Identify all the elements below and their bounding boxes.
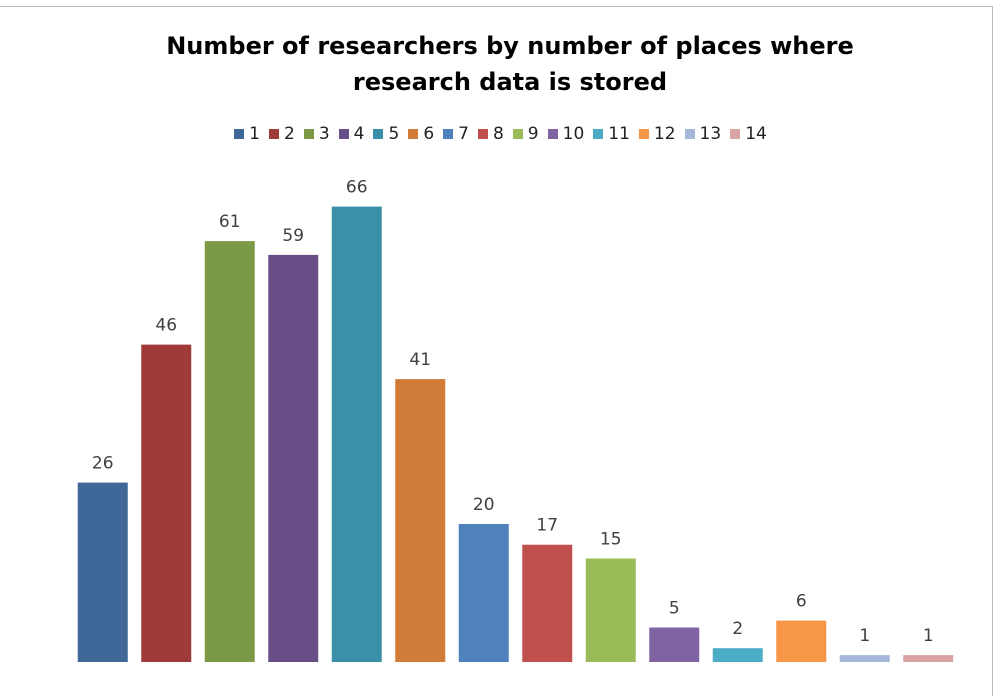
legend-entry: 2 bbox=[269, 124, 295, 144]
legend-swatch bbox=[547, 129, 558, 139]
data-label: 41 bbox=[409, 350, 431, 370]
bar bbox=[712, 648, 763, 662]
bar bbox=[458, 524, 509, 662]
bar bbox=[776, 620, 827, 662]
legend-swatch bbox=[234, 129, 245, 139]
data-label: 59 bbox=[282, 226, 304, 246]
legend-swatch bbox=[477, 129, 488, 139]
bar bbox=[649, 627, 700, 662]
legend-label: 14 bbox=[745, 124, 767, 144]
chart-frame bbox=[0, 6, 993, 696]
legend-label: 2 bbox=[284, 124, 295, 144]
legend-entry: 6 bbox=[408, 124, 434, 144]
legend-entry: 5 bbox=[373, 124, 399, 144]
data-label: 46 bbox=[155, 316, 177, 336]
legend-swatch bbox=[303, 129, 314, 139]
legend-swatch bbox=[684, 129, 695, 139]
legend-entry: 9 bbox=[512, 124, 539, 144]
legend-label: 4 bbox=[353, 124, 365, 144]
legend-label: 11 bbox=[608, 124, 630, 144]
legend-swatch bbox=[443, 129, 454, 139]
legend-swatch bbox=[730, 129, 741, 139]
legend-label: 13 bbox=[699, 124, 722, 144]
legend-label: 1 bbox=[249, 124, 260, 144]
legend-entry: 12 bbox=[638, 124, 676, 144]
legend-entry: 1 bbox=[234, 124, 260, 144]
bar bbox=[77, 482, 128, 662]
legend-label: 6 bbox=[423, 124, 435, 144]
legend-entry: 7 bbox=[443, 124, 469, 144]
legend-label: 5 bbox=[388, 124, 400, 144]
data-label: 17 bbox=[536, 516, 558, 536]
legend-label: 10 bbox=[562, 124, 585, 144]
legend-swatch bbox=[269, 129, 279, 139]
data-label: 1 bbox=[923, 626, 934, 646]
legend-swatch bbox=[408, 129, 419, 139]
legend-swatch bbox=[593, 129, 604, 139]
legend-label: 8 bbox=[492, 124, 504, 144]
data-label: 5 bbox=[669, 599, 680, 619]
bar bbox=[331, 206, 382, 662]
legend-label: 9 bbox=[527, 124, 539, 144]
legend-swatch bbox=[338, 129, 349, 139]
bar bbox=[204, 241, 255, 662]
data-label: 66 bbox=[346, 178, 368, 198]
legend-entry: 3 bbox=[303, 124, 330, 144]
legend-label: 12 bbox=[653, 124, 676, 144]
legend-label: 3 bbox=[318, 124, 330, 144]
bar bbox=[395, 379, 446, 662]
bar bbox=[141, 344, 192, 662]
legend-entry: 14 bbox=[730, 124, 767, 144]
legend-entry: 11 bbox=[593, 124, 630, 144]
legend-entry: 4 bbox=[338, 124, 365, 144]
bar bbox=[839, 655, 890, 662]
data-label: 61 bbox=[219, 212, 241, 232]
bar bbox=[903, 655, 954, 662]
bar bbox=[268, 254, 319, 662]
bar bbox=[522, 544, 573, 662]
legend-entry: 8 bbox=[477, 124, 504, 144]
chart-title: Number of researchers by number of place… bbox=[166, 32, 854, 96]
data-label: 6 bbox=[796, 592, 807, 612]
legend-label: 7 bbox=[458, 124, 469, 144]
data-label: 1 bbox=[859, 626, 870, 646]
legend-swatch bbox=[638, 129, 649, 139]
legend: 1 2 3 4 5 6 7 8 9 10 11 12 13 14 bbox=[0, 124, 1001, 144]
legend-swatch bbox=[373, 129, 384, 139]
data-label: 2 bbox=[732, 619, 743, 639]
bar bbox=[585, 558, 636, 662]
data-label: 15 bbox=[600, 530, 622, 550]
data-label: 26 bbox=[92, 454, 114, 474]
data-label: 20 bbox=[473, 495, 495, 515]
legend-swatch bbox=[512, 129, 523, 139]
legend-entry: 13 bbox=[684, 124, 722, 144]
legend-entry: 10 bbox=[547, 124, 585, 144]
